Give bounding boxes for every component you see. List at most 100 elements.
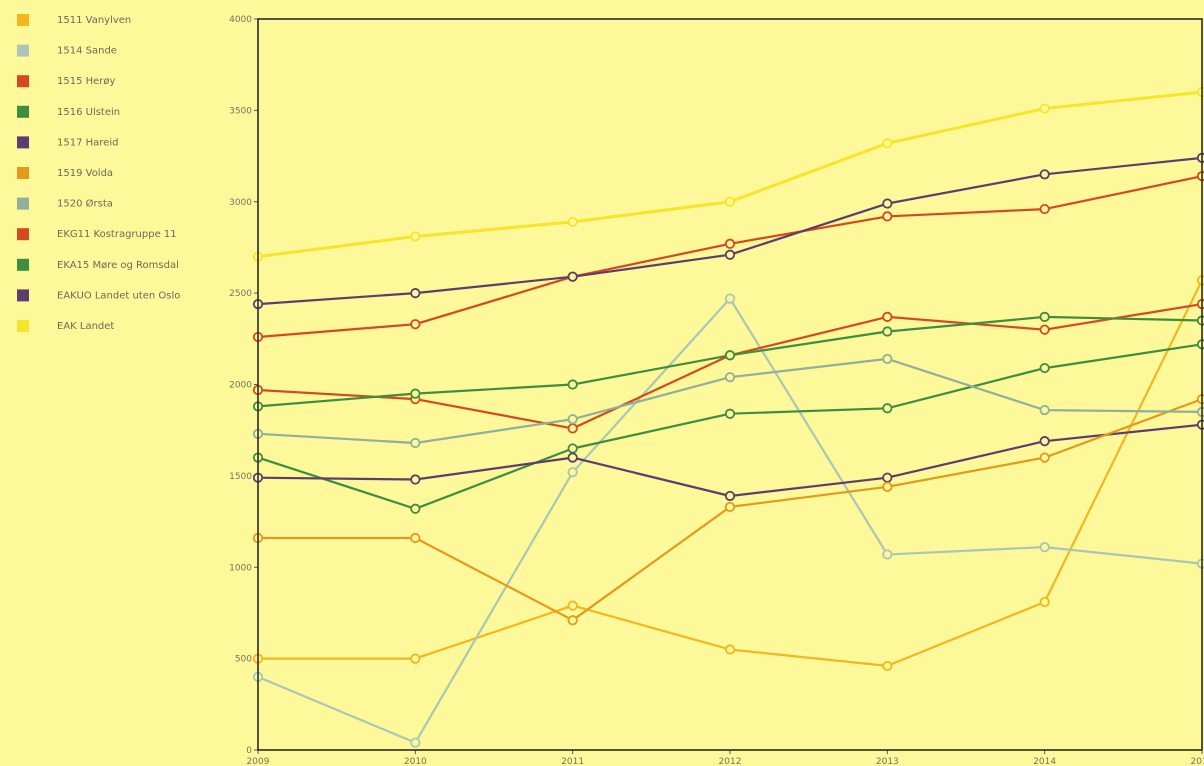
data-point[interactable] xyxy=(1039,404,1050,416)
data-point[interactable] xyxy=(1039,362,1050,374)
y-tick-label: 500 xyxy=(235,655,252,665)
data-point[interactable] xyxy=(567,379,578,390)
data-point[interactable] xyxy=(410,474,421,485)
legend: 1511 Vanylven 1514 Sande 1515 Herøy 1516 Ul… xyxy=(17,14,180,332)
data-point[interactable] xyxy=(882,403,893,414)
data-point[interactable] xyxy=(567,443,578,454)
data-point[interactable] xyxy=(1196,315,1204,326)
data-point[interactable] xyxy=(724,238,736,249)
data-point[interactable] xyxy=(1196,419,1204,430)
x-tick-label: 2013 xyxy=(876,757,899,766)
data-point[interactable] xyxy=(410,437,421,449)
legend-label: 1514 Sande xyxy=(57,46,117,57)
data-point[interactable] xyxy=(882,481,893,492)
data-point[interactable] xyxy=(882,326,893,337)
y-axis: 0 500 1000 1500 2000 2500 3000 3500 4000 xyxy=(229,15,258,756)
data-point[interactable] xyxy=(882,311,893,322)
x-tick-label: 2011 xyxy=(561,757,584,766)
data-point[interactable] xyxy=(1196,558,1204,569)
data-point[interactable] xyxy=(567,615,578,626)
x-tick-label: 2009 xyxy=(247,757,270,766)
data-point[interactable] xyxy=(882,660,893,672)
data-point[interactable] xyxy=(882,198,893,209)
data-point[interactable] xyxy=(1196,298,1204,310)
legend-swatch xyxy=(17,44,29,57)
data-point[interactable] xyxy=(410,532,421,544)
y-tick-label: 0 xyxy=(246,746,252,756)
y-tick-label: 3500 xyxy=(229,106,252,116)
data-point[interactable] xyxy=(567,271,578,282)
data-point[interactable] xyxy=(567,600,578,611)
data-point[interactable] xyxy=(1196,275,1204,286)
data-point[interactable] xyxy=(1039,103,1050,114)
legend-swatch xyxy=(17,75,29,88)
data-point[interactable] xyxy=(724,350,736,361)
data-point[interactable] xyxy=(1196,87,1204,98)
legend-swatch xyxy=(17,289,29,302)
data-point[interactable] xyxy=(724,490,736,502)
data-point[interactable] xyxy=(1039,436,1050,447)
data-point[interactable] xyxy=(410,231,421,242)
y-tick-label: 2000 xyxy=(229,381,252,391)
data-point[interactable] xyxy=(882,211,893,222)
y-tick-label: 3000 xyxy=(229,198,252,208)
legend-swatch xyxy=(17,320,29,332)
x-tick-label: 2014 xyxy=(1033,757,1056,766)
data-point[interactable] xyxy=(410,503,421,514)
data-point[interactable] xyxy=(1196,171,1204,182)
data-point[interactable] xyxy=(724,501,736,513)
legend-label: EAKUO Landet uten Oslo xyxy=(57,290,180,301)
data-point[interactable] xyxy=(724,249,736,260)
data-point[interactable] xyxy=(724,372,736,383)
legend-label: EKG11 Kostragruppe 11 xyxy=(57,229,177,240)
data-point[interactable] xyxy=(410,288,421,299)
legend-swatch xyxy=(17,258,29,271)
legend-label: 1517 Hareid xyxy=(57,137,118,148)
data-point[interactable] xyxy=(882,138,893,149)
legend-label: EKA15 Møre og Romsdal xyxy=(57,260,179,271)
data-point[interactable] xyxy=(1196,394,1204,405)
data-point[interactable] xyxy=(567,216,578,227)
data-point[interactable] xyxy=(1039,596,1050,608)
data-point[interactable] xyxy=(724,644,736,655)
data-point[interactable] xyxy=(410,653,421,664)
legend-swatch xyxy=(17,228,29,241)
legend-swatch xyxy=(17,105,29,118)
legend-swatch xyxy=(17,167,29,179)
data-point[interactable] xyxy=(567,414,578,425)
data-point[interactable] xyxy=(724,408,736,419)
data-point[interactable] xyxy=(410,319,421,330)
legend-swatch xyxy=(17,14,29,26)
data-point[interactable] xyxy=(1196,406,1204,418)
data-point[interactable] xyxy=(567,423,578,434)
data-point[interactable] xyxy=(882,472,893,483)
data-point[interactable] xyxy=(724,196,736,207)
data-point[interactable] xyxy=(1196,152,1204,163)
data-point[interactable] xyxy=(1039,542,1050,553)
data-point[interactable] xyxy=(567,467,578,478)
data-point[interactable] xyxy=(882,353,893,365)
data-point[interactable] xyxy=(410,737,421,748)
data-point[interactable] xyxy=(410,388,421,399)
legend-label: 1519 Volda xyxy=(57,168,113,179)
data-point[interactable] xyxy=(1039,324,1050,335)
data-point[interactable] xyxy=(1039,311,1050,322)
plot-frame xyxy=(257,18,1203,751)
data-point[interactable] xyxy=(1196,339,1204,350)
legend-swatch xyxy=(17,136,29,149)
y-tick-label: 1500 xyxy=(229,472,252,482)
x-tick-label: 2010 xyxy=(404,757,427,766)
data-point[interactable] xyxy=(567,452,578,463)
data-point[interactable] xyxy=(724,293,736,304)
data-point[interactable] xyxy=(1039,452,1050,463)
y-tick-label: 1000 xyxy=(229,563,252,573)
legend-label: 1520 Ørsta xyxy=(57,198,113,210)
legend-swatch xyxy=(17,197,29,210)
x-tick-label: 2012 xyxy=(719,757,742,766)
data-point[interactable] xyxy=(882,549,893,560)
data-point[interactable] xyxy=(1039,203,1050,215)
x-tick-label: 2015 xyxy=(1191,757,1204,766)
data-point[interactable] xyxy=(1039,169,1050,180)
